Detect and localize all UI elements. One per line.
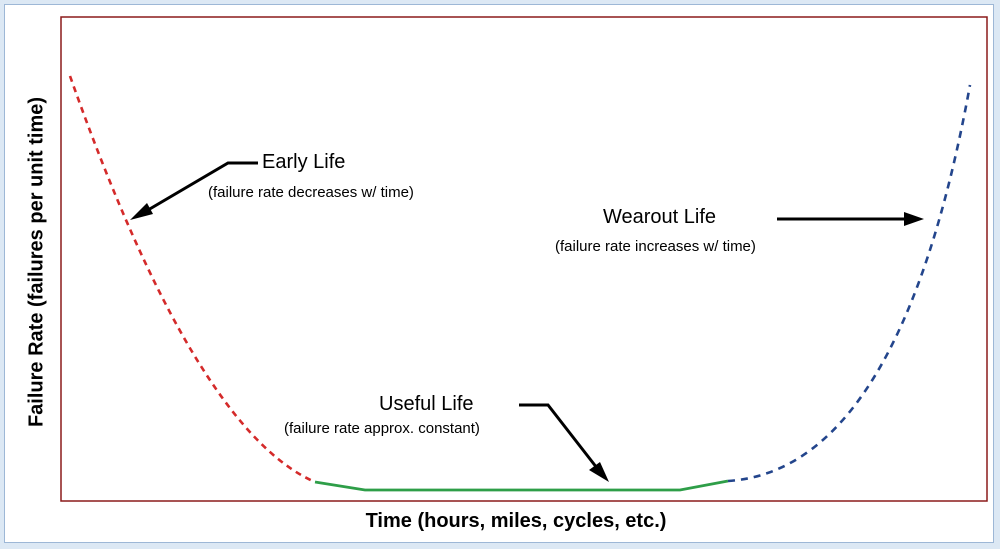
useful-life-arrow <box>519 403 609 482</box>
wearout-life-arrow <box>777 212 924 226</box>
early-life-title: Early Life <box>262 151 346 173</box>
wearout-life-title: Wearout Life <box>603 206 717 228</box>
wearout-life-subtitle: (failure rate increases w/ time) <box>555 238 756 255</box>
y-axis-label: Failure Rate (failures per unit time) <box>25 96 48 428</box>
useful-life-curve <box>314 479 729 492</box>
early-life-arrow <box>130 161 258 220</box>
early-life-subtitle: (failure rate decreases w/ time) <box>208 184 414 201</box>
figure-frame <box>4 4 994 543</box>
useful-life-title: Useful Life <box>379 393 474 415</box>
early-life-curve <box>68 75 316 484</box>
useful-life-subtitle: (failure rate approx. constant) <box>284 420 480 437</box>
plot-area-border <box>60 16 988 502</box>
x-axis-label: Time (hours, miles, cycles, etc.) <box>365 510 667 532</box>
wearout-life-curve <box>727 84 972 483</box>
